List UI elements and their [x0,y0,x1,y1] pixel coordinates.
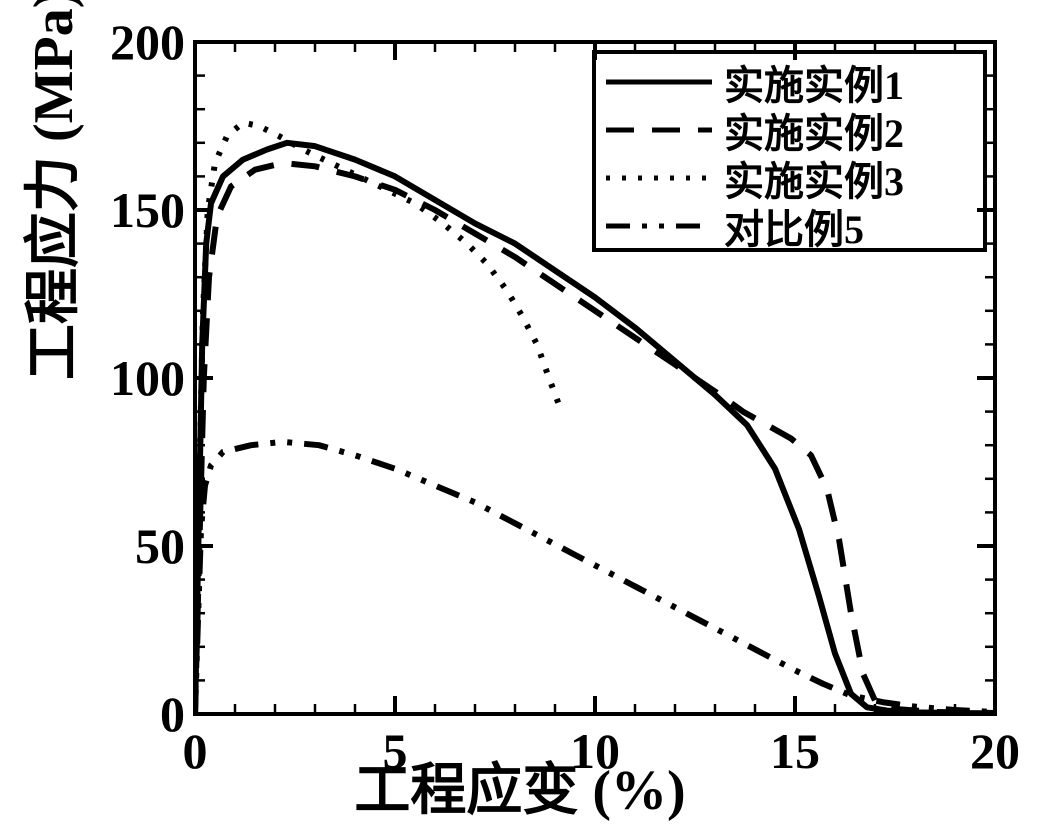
legend-swatch [604,216,714,236]
legend-swatch [604,72,714,92]
stress-strain-chart: 工程应力 (MPa) 工程应变 (%) 05101520050100150200… [0,0,1040,832]
legend-box: 实施实例1实施实例2实施实例3对比例5 [592,50,987,252]
x-tick-label: 15 [745,722,845,780]
legend-label: 对比例5 [724,197,864,255]
x-tick-label: 10 [545,722,645,780]
y-tick-label: 50 [45,517,185,575]
legend-item: 实施实例1 [604,58,975,106]
y-tick-label: 200 [45,13,185,71]
legend-item: 实施实例3 [604,154,975,202]
y-tick-label: 150 [45,181,185,239]
series-s3 [195,123,559,714]
legend-item: 实施实例2 [604,106,975,154]
x-tick-label: 5 [345,722,445,780]
legend-item: 对比例5 [604,202,975,250]
series-s4 [195,442,995,714]
legend-swatch [604,120,714,140]
x-tick-label: 20 [945,722,1040,780]
legend-swatch [604,168,714,188]
y-tick-label: 100 [45,349,185,407]
y-tick-label: 0 [45,685,185,743]
